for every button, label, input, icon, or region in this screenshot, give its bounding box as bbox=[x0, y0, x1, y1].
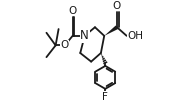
Text: O: O bbox=[113, 1, 121, 11]
Text: N: N bbox=[80, 29, 89, 42]
Polygon shape bbox=[104, 26, 118, 36]
Text: OH: OH bbox=[127, 31, 143, 41]
Text: F: F bbox=[102, 92, 108, 102]
Text: O: O bbox=[60, 40, 68, 50]
Text: O: O bbox=[68, 6, 77, 16]
